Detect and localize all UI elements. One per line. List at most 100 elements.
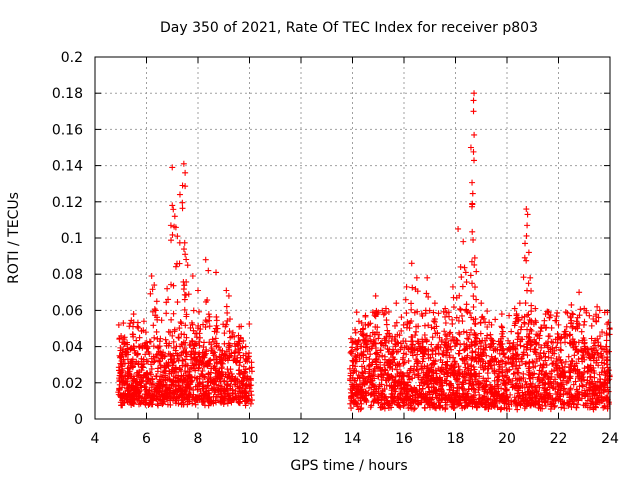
- data-point: [463, 329, 470, 336]
- data-point: [423, 371, 430, 378]
- data-point: [184, 362, 191, 369]
- data-point: [168, 237, 175, 244]
- data-point: [392, 373, 399, 380]
- data-point: [393, 319, 400, 326]
- data-point: [380, 374, 387, 381]
- data-point: [355, 318, 362, 325]
- data-point: [500, 380, 507, 387]
- data-point: [511, 322, 518, 329]
- data-point: [471, 90, 478, 97]
- data-point: [470, 303, 477, 310]
- data-point: [448, 403, 455, 410]
- data-point: [544, 386, 551, 393]
- data-point: [604, 404, 611, 411]
- data-point: [450, 304, 457, 311]
- data-point: [393, 349, 400, 356]
- data-point: [381, 400, 388, 407]
- data-point: [140, 364, 147, 371]
- data-point: [171, 391, 178, 398]
- data-point: [434, 395, 441, 402]
- data-point: [443, 309, 450, 316]
- data-point: [568, 301, 575, 308]
- data-point: [462, 364, 469, 371]
- data-point: [431, 300, 438, 307]
- data-point: [418, 311, 425, 318]
- data-point: [248, 364, 255, 371]
- data-point: [150, 322, 157, 329]
- data-point: [175, 394, 182, 401]
- data-point: [130, 343, 137, 350]
- data-point: [170, 378, 177, 385]
- data-point: [415, 340, 422, 347]
- data-point: [217, 372, 224, 379]
- data-point: [377, 359, 384, 366]
- data-point: [129, 364, 136, 371]
- data-point: [413, 274, 420, 281]
- data-point: [213, 313, 220, 320]
- data-point: [153, 385, 160, 392]
- data-point: [538, 344, 545, 351]
- data-point: [418, 394, 425, 401]
- data-point: [441, 371, 448, 378]
- data-point: [162, 393, 169, 400]
- data-point: [193, 394, 200, 401]
- data-point: [419, 346, 426, 353]
- data-point: [362, 321, 369, 328]
- data-point: [577, 306, 584, 313]
- data-point: [242, 350, 249, 357]
- data-point: [208, 398, 215, 405]
- data-point: [517, 326, 524, 333]
- data-point: [489, 337, 496, 344]
- data-point: [398, 327, 405, 334]
- data-point: [403, 343, 410, 350]
- data-point: [162, 352, 169, 359]
- data-point: [221, 351, 228, 358]
- data-point: [569, 336, 576, 343]
- data-point: [488, 321, 495, 328]
- data-point: [517, 342, 524, 349]
- data-point: [453, 376, 460, 383]
- data-point: [599, 355, 606, 362]
- data-point: [423, 337, 430, 344]
- data-point: [605, 400, 612, 407]
- data-point: [529, 380, 536, 387]
- data-point: [428, 324, 435, 331]
- data-point: [162, 336, 169, 343]
- data-point: [554, 309, 561, 316]
- data-point: [521, 254, 528, 261]
- data-point: [514, 406, 521, 413]
- data-point: [356, 355, 363, 362]
- data-point: [466, 331, 473, 338]
- data-point: [509, 355, 516, 362]
- data-point: [169, 164, 176, 171]
- data-point: [352, 326, 359, 333]
- data-point: [587, 374, 594, 381]
- data-point: [376, 381, 383, 388]
- data-point: [503, 405, 510, 412]
- data-point: [437, 385, 444, 392]
- data-point: [186, 385, 193, 392]
- data-point: [547, 406, 554, 413]
- data-point: [379, 307, 386, 314]
- data-point: [525, 311, 532, 318]
- data-point: [471, 157, 477, 164]
- data-point: [360, 358, 367, 365]
- data-point: [425, 293, 432, 300]
- data-point: [435, 365, 442, 372]
- data-point: [518, 375, 525, 382]
- data-point: [226, 375, 233, 382]
- data-point: [468, 362, 475, 369]
- data-point: [489, 340, 496, 347]
- data-point: [149, 397, 156, 404]
- data-point: [347, 400, 354, 407]
- data-point: [478, 399, 485, 406]
- data-point: [133, 337, 140, 344]
- data-point: [527, 389, 534, 396]
- data-point: [352, 357, 359, 364]
- data-point: [135, 390, 142, 397]
- data-point: [531, 339, 538, 346]
- data-point: [182, 376, 189, 383]
- data-point: [524, 341, 531, 348]
- data-point: [188, 348, 195, 355]
- data-point: [587, 400, 594, 407]
